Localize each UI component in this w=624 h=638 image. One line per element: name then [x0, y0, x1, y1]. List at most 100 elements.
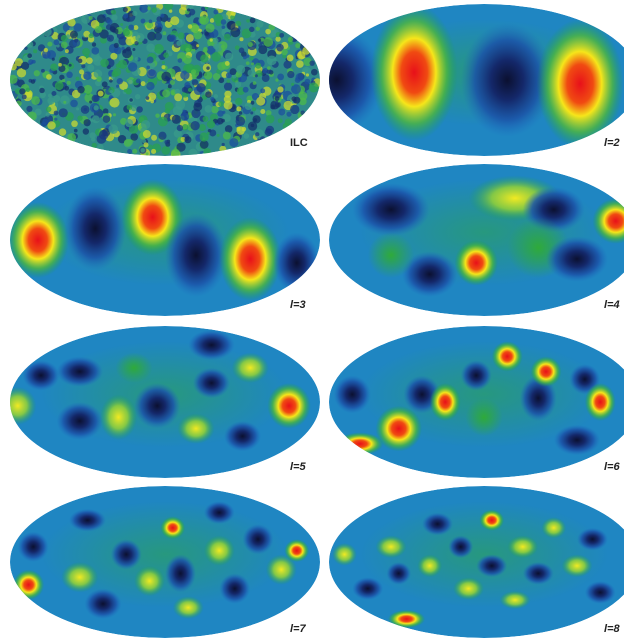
blob — [10, 386, 37, 425]
panel-label: l=4 — [604, 299, 620, 311]
noise-speck — [96, 76, 102, 82]
noise-speck — [42, 27, 52, 37]
panel-label: l=5 — [290, 461, 306, 473]
noise-speck — [58, 62, 62, 67]
noise-speck — [102, 115, 111, 123]
blob — [56, 356, 103, 387]
noise-speck — [162, 31, 167, 36]
noise-speck — [203, 47, 208, 52]
noise-speck — [265, 28, 271, 35]
noise-speck — [19, 88, 26, 95]
noise-speck — [163, 52, 169, 58]
noise-speck — [26, 41, 34, 48]
blob — [541, 517, 567, 539]
noise-speck — [117, 134, 127, 144]
noise-speck — [224, 125, 233, 133]
noise-speck — [309, 60, 315, 66]
noise-speck — [291, 84, 301, 95]
noise-speck — [262, 86, 272, 96]
noise-speck — [204, 105, 213, 113]
noise-speck — [151, 148, 157, 155]
noise-speck — [67, 133, 77, 142]
noise-speck — [84, 93, 94, 103]
noise-speck — [286, 54, 294, 62]
noise-speck — [295, 42, 301, 49]
noise-speck — [275, 36, 281, 42]
noise-speck — [282, 122, 290, 130]
noise-speck — [176, 142, 186, 152]
noise-speck — [221, 118, 225, 123]
noise-speck — [83, 30, 91, 38]
noise-speck — [75, 76, 80, 81]
noise-speck — [230, 10, 236, 16]
noise-speck — [251, 62, 255, 66]
noise-speck — [270, 104, 276, 110]
noise-speck — [157, 116, 168, 127]
noise-speck — [148, 19, 153, 24]
blob — [56, 402, 103, 440]
noise-speck — [109, 79, 113, 83]
noise-speck — [236, 106, 242, 112]
noise-speck — [125, 119, 134, 128]
noise-speck — [122, 28, 130, 37]
noise-speck — [91, 94, 99, 103]
noise-speck — [223, 82, 233, 91]
blob — [61, 562, 99, 593]
noise-speck — [122, 48, 132, 59]
noise-speck — [164, 101, 174, 111]
noise-speck — [15, 100, 22, 107]
blob — [584, 383, 616, 421]
noise-speck — [58, 65, 66, 73]
noise-speck — [53, 110, 59, 116]
noise-speck — [235, 97, 243, 106]
blob — [172, 596, 204, 619]
blob — [352, 577, 384, 600]
blob — [460, 360, 492, 391]
noise-speck — [213, 9, 219, 15]
noise-speck — [27, 111, 37, 121]
noise-speck — [123, 138, 132, 147]
noise-speck — [221, 25, 226, 29]
noise-speck — [277, 73, 285, 81]
blob — [422, 512, 453, 536]
noise-speck — [109, 97, 120, 108]
blob — [465, 398, 503, 437]
blob — [134, 383, 181, 429]
noise-speck — [222, 131, 231, 140]
noise-speck — [303, 68, 309, 73]
noise-speck — [136, 106, 143, 113]
blob — [22, 360, 60, 391]
sky-map — [10, 486, 320, 638]
noise-speck — [223, 100, 233, 110]
noise-speck — [162, 89, 171, 98]
noise-speck — [167, 84, 172, 89]
noise-speck — [213, 94, 219, 99]
blob — [165, 213, 227, 297]
noise-speck — [218, 77, 225, 84]
blob — [491, 341, 523, 372]
noise-speck — [83, 119, 91, 127]
noise-speck — [295, 73, 304, 82]
noise-speck — [188, 148, 198, 156]
noise-speck — [93, 69, 103, 79]
noise-speck — [196, 44, 200, 48]
noise-speck — [244, 102, 253, 110]
noise-speck — [76, 107, 80, 111]
blob — [273, 232, 320, 294]
noise-speck — [97, 144, 104, 151]
panel-label: l=3 — [290, 299, 306, 311]
noise-speck — [53, 95, 61, 103]
noise-speck — [172, 105, 183, 116]
noise-speck — [51, 57, 55, 61]
noise-speck — [193, 102, 203, 112]
blob — [10, 202, 69, 278]
noise-speck — [203, 148, 212, 156]
noise-speck — [293, 96, 301, 104]
noise-speck — [66, 71, 73, 79]
noise-speck — [235, 116, 246, 127]
noise-speck — [254, 74, 258, 78]
noise-speck — [127, 79, 134, 85]
noise-speck — [109, 90, 113, 94]
blob — [134, 565, 165, 597]
blob — [64, 186, 127, 271]
